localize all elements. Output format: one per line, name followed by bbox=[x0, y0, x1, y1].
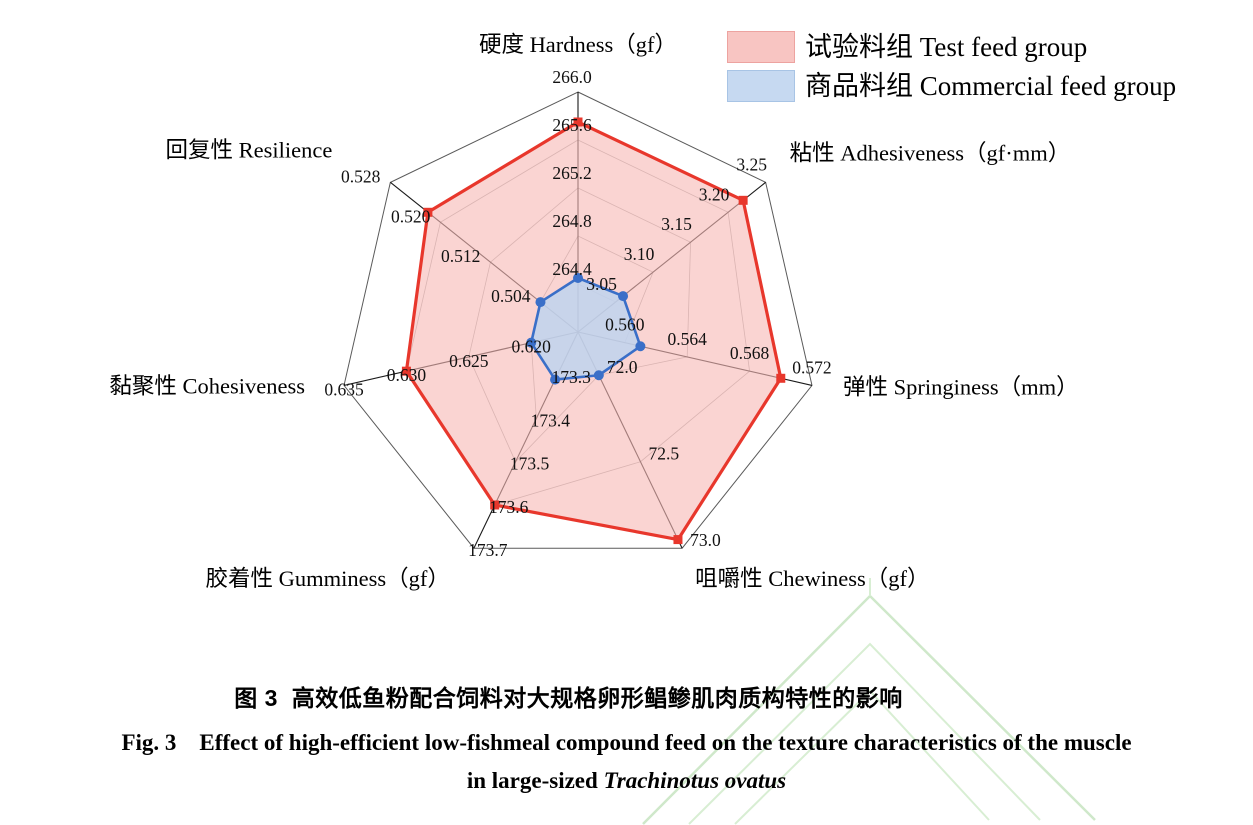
tick-label: 173.6 bbox=[489, 497, 529, 517]
tick-label: 3.20 bbox=[699, 184, 730, 204]
axis-label: 咀嚼性 Chewiness（gf） bbox=[695, 566, 929, 591]
watermark-line bbox=[734, 689, 990, 825]
data-point-marker bbox=[738, 195, 748, 205]
caption-english-line1: Fig. 3 Effect of high-efficient low-fish… bbox=[121, 730, 1132, 755]
figure-caption: 图 3 高效低鱼粉配合饲料对大规格卵形鲳鲹肌肉质构特性的影响 Fig. 3 Ef… bbox=[0, 679, 1253, 806]
tick-label: 264.4 bbox=[552, 259, 592, 279]
tick-label: 0.560 bbox=[605, 315, 645, 335]
tick-label: 173.3 bbox=[551, 367, 591, 387]
data-point-marker bbox=[423, 207, 433, 217]
data-point-marker bbox=[573, 273, 583, 283]
data-point-marker bbox=[673, 535, 683, 545]
data-point-marker bbox=[776, 373, 786, 383]
legend-label-commercial-feed: 商品料组 Commercial feed group bbox=[805, 71, 1177, 101]
tick-label: 3.10 bbox=[624, 244, 655, 264]
legend-item-commercial-feed: 商品料组 Commercial feed group bbox=[727, 70, 1176, 102]
data-point-marker bbox=[618, 291, 629, 302]
tick-label: 0.568 bbox=[730, 343, 770, 363]
tick-label: 0.528 bbox=[341, 166, 381, 186]
tick-label: 264.8 bbox=[552, 211, 592, 231]
tick-label: 72.0 bbox=[607, 357, 638, 377]
data-point-marker bbox=[401, 366, 411, 376]
tick-label: 173.5 bbox=[510, 454, 550, 474]
tick-label: 0.630 bbox=[387, 365, 427, 385]
axis-label: 粘性 Adhesiveness（gf·mm） bbox=[790, 140, 1071, 165]
caption-chinese: 图 3 高效低鱼粉配合饲料对大规格卵形鲳鲹肌肉质构特性的影响 bbox=[234, 685, 903, 711]
data-point-marker bbox=[535, 297, 546, 308]
legend-item-test-feed: 试验料组 Test feed group bbox=[727, 31, 1176, 63]
data-point-marker bbox=[550, 374, 561, 385]
axis-label: 黏聚性 Cohesiveness bbox=[109, 373, 305, 398]
grid-outer-ring bbox=[343, 91, 813, 549]
tick-label: 0.635 bbox=[324, 379, 364, 399]
series-polygon bbox=[529, 276, 642, 381]
watermark-pattern bbox=[642, 578, 1096, 825]
tick-label: 0.572 bbox=[792, 357, 831, 377]
tick-label: 73.0 bbox=[690, 530, 721, 550]
data-point-marker bbox=[593, 370, 604, 381]
tick-label: 72.5 bbox=[648, 444, 679, 464]
tick-label: 173.4 bbox=[531, 410, 571, 430]
tick-label: 3.05 bbox=[586, 274, 617, 294]
data-point-marker bbox=[490, 500, 500, 510]
axis-label: 回复性 Resilience bbox=[166, 137, 333, 162]
tick-label: 0.564 bbox=[668, 329, 708, 349]
radar-chart: 264.4 264.8 265.2 265.6 266.0 3.05 3.10 3.15 3.2… bbox=[109, 32, 1079, 591]
tick-label: 0.625 bbox=[449, 351, 489, 371]
tick-label: 265.6 bbox=[552, 115, 592, 135]
caption-species-name: Trachinotus ovatus bbox=[603, 768, 787, 793]
data-point-marker bbox=[573, 117, 583, 127]
tick-label: 0.512 bbox=[441, 246, 480, 266]
caption-english-line2-prefix: in large-sized bbox=[466, 768, 604, 793]
legend-swatch-test-feed bbox=[727, 31, 795, 63]
tick-label: 265.2 bbox=[552, 163, 591, 183]
tick-label: 0.520 bbox=[391, 206, 431, 226]
tick-label: 3.25 bbox=[736, 154, 767, 174]
data-point-marker bbox=[635, 341, 646, 352]
axis-label: 胶着性 Gumminess（gf） bbox=[205, 566, 449, 591]
axis-label: 弹性 Springiness（mm） bbox=[843, 374, 1079, 399]
tick-label: 3.15 bbox=[661, 214, 692, 234]
chart-legend: 试验料组 Test feed group 商品料组 Commercial fee… bbox=[727, 31, 1176, 102]
tick-label: 173.7 bbox=[468, 540, 508, 560]
tick-label: 266.0 bbox=[552, 67, 592, 87]
tick-label: 0.504 bbox=[491, 286, 531, 306]
legend-label-test-feed: 试验料组 Test feed group bbox=[805, 32, 1088, 62]
axis-label: 硬度 Hardness（gf） bbox=[479, 32, 677, 57]
data-point-marker bbox=[526, 337, 537, 348]
caption-english-line2: in large-sized Trachinotus ovatus bbox=[0, 768, 1253, 794]
tick-label: 0.620 bbox=[512, 337, 552, 357]
legend-swatch-commercial-feed bbox=[727, 70, 795, 102]
watermark-line bbox=[688, 642, 1041, 825]
